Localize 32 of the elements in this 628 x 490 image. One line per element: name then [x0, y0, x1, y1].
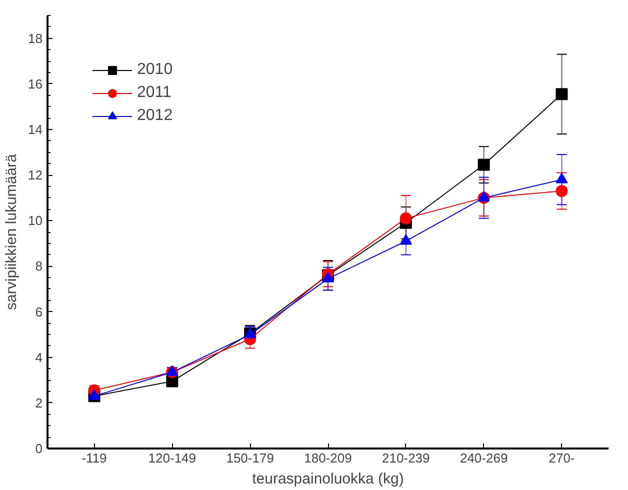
point — [478, 190, 490, 202]
x-axis-title: teuraspainoluokka (kg) — [252, 470, 404, 488]
x-tick-label: 270- — [548, 450, 575, 466]
y-tick-label: 0 — [35, 441, 43, 456]
y-tick-label: 4 — [35, 350, 43, 365]
x-tick-label: 240-269 — [460, 450, 508, 466]
point — [88, 389, 100, 400]
y-tick-label: 16 — [28, 76, 43, 92]
point — [478, 158, 490, 171]
y-tick-label: 18 — [28, 30, 43, 46]
legend-label: 2011 — [137, 84, 172, 102]
point — [166, 365, 178, 376]
y-tick-label: 14 — [28, 122, 43, 137]
point — [556, 172, 568, 184]
x-tick-label: -119 — [82, 450, 107, 466]
y-tick-label: 10 — [28, 213, 43, 228]
y-tick-label: 2 — [35, 395, 43, 410]
x-tick-label: 120-149 — [148, 450, 196, 466]
point — [400, 234, 412, 245]
x-tick-label: 180-209 — [304, 450, 352, 466]
x-tick-label: 210-239 — [382, 450, 430, 466]
legend-label: 2012 — [137, 107, 173, 125]
point — [556, 184, 568, 197]
legend-label: 2010 — [137, 61, 173, 79]
point — [556, 88, 568, 100]
y-tick-label: 12 — [28, 168, 43, 183]
point — [322, 272, 334, 282]
y-tick-label: 6 — [35, 304, 43, 320]
point — [400, 212, 412, 224]
x-tick-label: 150-179 — [226, 450, 274, 466]
y-tick-label: 8 — [35, 258, 43, 274]
y-axis-title: sarvipiikkien lukumäärä — [3, 153, 20, 310]
